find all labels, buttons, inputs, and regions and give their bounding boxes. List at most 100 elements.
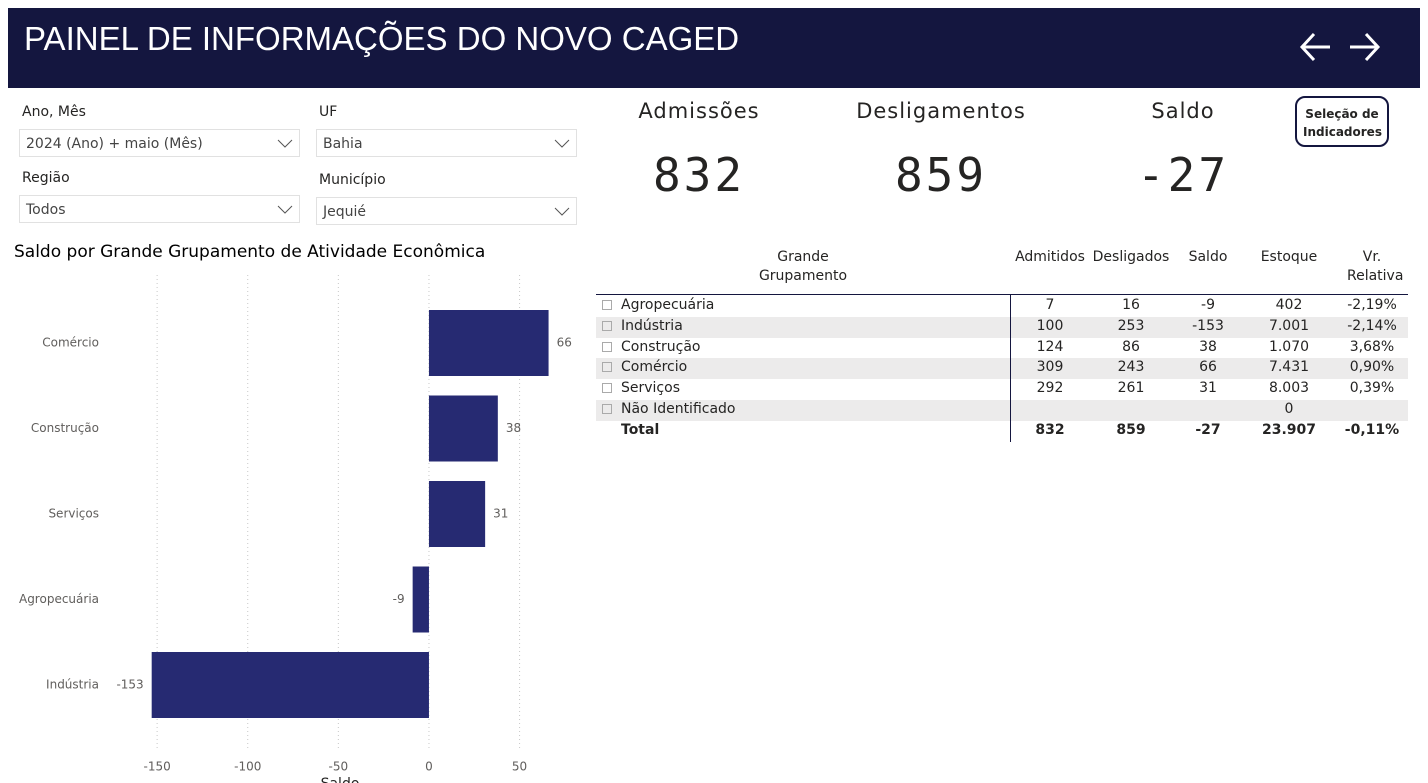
- filter-dropdown[interactable]: Bahia: [316, 129, 577, 157]
- cell-value: 859: [1116, 422, 1146, 438]
- row-label[interactable]: Comércio: [621, 359, 688, 376]
- filter-label: Município: [319, 172, 386, 188]
- filter-label: Região: [22, 170, 70, 186]
- cell-value: 124: [1036, 338, 1064, 355]
- kpi-value: 859: [894, 148, 988, 202]
- y-tick-label: Construção: [31, 421, 99, 435]
- cell-value: 100: [1036, 317, 1064, 334]
- expand-icon: [602, 300, 612, 310]
- row-band: [596, 358, 1408, 380]
- bar: [428, 395, 498, 462]
- bar: [151, 652, 429, 718]
- chart-title: Saldo por Grande Grupamento de Atividade…: [14, 242, 485, 262]
- total-label: Total: [621, 422, 660, 438]
- y-tick-label: Indústria: [46, 678, 99, 692]
- cell-value: 0: [1284, 401, 1294, 417]
- cell-value: 402: [1275, 297, 1303, 313]
- column-header: Saldo: [1188, 249, 1228, 265]
- cell-value: 3,68%: [1349, 338, 1395, 355]
- x-tick-label: 50: [512, 760, 527, 774]
- header-rule: [596, 294, 1408, 295]
- chevron: [554, 139, 570, 148]
- cell-value: 23.907: [1261, 422, 1317, 438]
- y-tick-label: Serviços: [48, 507, 99, 521]
- column-divider: [1010, 294, 1011, 442]
- column-header: Admitidos: [1015, 249, 1085, 265]
- row-label[interactable]: Agropecuária: [621, 297, 715, 313]
- column-header: Estoque: [1260, 249, 1318, 265]
- column-header: Desligados: [1092, 249, 1170, 265]
- x-tick-label: -100: [234, 760, 261, 774]
- row-label[interactable]: Não Identificado: [621, 401, 736, 417]
- cell-value: 7: [1045, 297, 1055, 313]
- kpi-value: 832: [652, 148, 746, 202]
- chevron: [277, 139, 293, 148]
- kpi-value: -27: [1136, 148, 1230, 202]
- expand-icon: [602, 341, 612, 352]
- cell-value: -9: [1201, 297, 1215, 313]
- cell-value: 8.003: [1268, 380, 1310, 397]
- x-tick-label: 0: [425, 760, 433, 774]
- chevron: [554, 207, 570, 216]
- cell-value: 1.070: [1268, 338, 1310, 355]
- cell-value: 66: [1199, 359, 1217, 376]
- row-band: [596, 400, 1408, 421]
- expand-icon: [602, 362, 612, 373]
- cell-value: 243: [1117, 359, 1145, 376]
- column-header: Grande Grupamento: [758, 249, 848, 284]
- header: PAINEL DE INFORMAÇÕES DO NOVO CAGED: [8, 8, 1420, 88]
- kpi-label: Saldo: [1151, 99, 1215, 123]
- cell-value: 7.001: [1268, 317, 1310, 334]
- data-label: -9: [393, 592, 405, 606]
- expand-icon: [602, 320, 612, 331]
- cell-value: 0,90%: [1349, 359, 1395, 376]
- cell-value: 86: [1122, 338, 1140, 355]
- cell-value: 261: [1117, 380, 1145, 397]
- cell-value: -2,19%: [1347, 297, 1397, 313]
- cell-value: -0,11%: [1344, 422, 1400, 438]
- data-label: 66: [557, 336, 572, 350]
- filter-dropdown[interactable]: Jequié: [316, 197, 577, 225]
- filter-dropdown[interactable]: 2024 (Ano) + maio (Mês): [19, 129, 300, 157]
- filter-dropdown[interactable]: Todos: [19, 195, 300, 223]
- cell-value: 7.431: [1268, 359, 1310, 376]
- chart: Saldo por Grande Grupamento de Atividade…: [14, 242, 572, 783]
- cell-value: 832: [1035, 422, 1065, 438]
- data-label: 38: [506, 421, 521, 435]
- cell-value: 31: [1199, 380, 1217, 397]
- cell-value: -2,14%: [1347, 317, 1397, 334]
- row-band: [596, 316, 1408, 338]
- kpi-label: Admissões: [638, 99, 760, 123]
- x-tick-label: -50: [329, 760, 349, 774]
- bar: [412, 566, 429, 633]
- kpi-label: Desligamentos: [856, 99, 1026, 123]
- cell-value: 16: [1122, 297, 1140, 313]
- cell-value: -153: [1192, 317, 1224, 334]
- header-title: PAINEL DE INFORMAÇÕES DO NOVO CAGED: [24, 20, 740, 57]
- y-tick-label: Agropecuária: [19, 592, 99, 606]
- column-header: Vr. Relativa: [1347, 249, 1404, 284]
- nav-arrows[interactable]: [1298, 28, 1388, 68]
- row-label[interactable]: Indústria: [621, 317, 683, 334]
- cell-value: 38: [1199, 338, 1217, 355]
- x-tick-label: -150: [144, 760, 171, 774]
- y-tick-label: Comércio: [42, 336, 99, 350]
- bar: [428, 310, 549, 376]
- x-axis-title: Saldo: [321, 776, 360, 783]
- filter-label: UF: [319, 104, 338, 120]
- cell-value: 253: [1117, 317, 1145, 334]
- cell-value: 0,39%: [1349, 380, 1395, 397]
- data-label: -153: [116, 678, 143, 692]
- cell-value: 292: [1036, 380, 1064, 397]
- indicator-button[interactable]: Seleção de Indicadores: [1295, 96, 1389, 147]
- bar: [428, 481, 486, 547]
- cell-value: -27: [1195, 422, 1221, 438]
- filter-label: Ano, Mês: [22, 104, 86, 120]
- row-label[interactable]: Construção: [621, 338, 701, 355]
- expand-icon: [602, 383, 612, 394]
- row-label[interactable]: Serviços: [621, 380, 680, 397]
- data-label: 31: [493, 507, 508, 521]
- expand-icon: [602, 404, 612, 414]
- chevron: [277, 205, 293, 214]
